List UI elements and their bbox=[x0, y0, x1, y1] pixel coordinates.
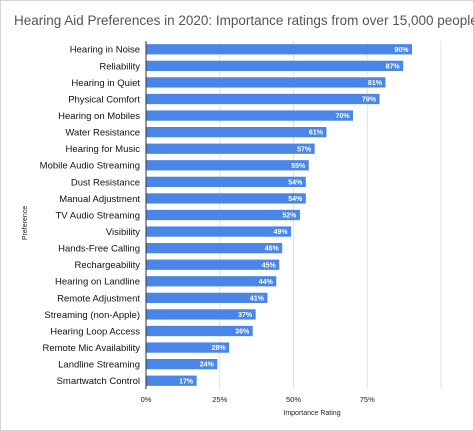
bar bbox=[146, 176, 306, 187]
data-label: 87% bbox=[386, 63, 401, 70]
bar bbox=[146, 110, 353, 121]
data-label: 79% bbox=[362, 97, 377, 104]
data-label: 55% bbox=[291, 163, 306, 170]
bar bbox=[146, 60, 404, 71]
bar bbox=[146, 127, 327, 138]
bar bbox=[146, 359, 218, 370]
bar bbox=[146, 292, 268, 303]
bar bbox=[146, 209, 300, 221]
chart-title: Hearing Aid Preferences in 2020: Importa… bbox=[14, 13, 474, 28]
x-tick-label: 25% bbox=[212, 395, 227, 404]
category-label: Dust Resistance bbox=[71, 177, 140, 188]
category-label: Physical Comfort bbox=[68, 94, 140, 105]
category-label: Smartwatch Control bbox=[57, 376, 140, 387]
data-label: 37% bbox=[238, 312, 253, 319]
data-label: 36% bbox=[235, 329, 250, 336]
category-label: TV Audio Streaming bbox=[56, 210, 141, 221]
category-label: Landline Streaming bbox=[58, 360, 140, 371]
category-label: Water Resistance bbox=[65, 128, 140, 139]
category-label: Hearing Loop Access bbox=[50, 326, 140, 337]
category-label: Hands-Free Calling bbox=[58, 244, 140, 255]
category-label: Hearing on Landline bbox=[55, 277, 140, 288]
data-label: 54% bbox=[288, 196, 303, 203]
bar bbox=[146, 143, 315, 154]
data-label: 81% bbox=[368, 80, 383, 87]
bar bbox=[146, 226, 292, 237]
bar bbox=[146, 276, 277, 287]
category-label: Manual Adjustment bbox=[59, 194, 140, 205]
category-label: Mobile Audio Streaming bbox=[40, 161, 140, 172]
data-label: 54% bbox=[288, 179, 303, 186]
bar bbox=[146, 77, 386, 88]
y-axis-label: Preference bbox=[22, 206, 29, 240]
data-label: 28% bbox=[212, 345, 227, 352]
bar bbox=[146, 325, 253, 337]
category-label: Remote Mic Availability bbox=[42, 343, 140, 354]
bar bbox=[146, 93, 380, 105]
bar bbox=[146, 309, 256, 320]
data-label: 61% bbox=[309, 130, 324, 137]
category-label: Hearing in Quiet bbox=[71, 78, 140, 89]
category-labels: Hearing in Noise Reliability Hearing in Qu… bbox=[40, 45, 141, 387]
category-label: Streaming (non-Apple) bbox=[44, 310, 140, 321]
bar bbox=[146, 375, 197, 386]
bar bbox=[146, 160, 309, 171]
x-axis-ticks: 0% 25% 50% 75% bbox=[141, 395, 376, 404]
data-label: 70% bbox=[335, 113, 350, 120]
bar bbox=[146, 193, 306, 204]
category-label: Rechargeability bbox=[75, 260, 141, 271]
x-tick-label: 0% bbox=[141, 395, 152, 404]
category-label: Remote Adjustment bbox=[57, 293, 140, 304]
x-tick-label: 75% bbox=[360, 395, 375, 404]
data-label: 57% bbox=[297, 146, 312, 153]
data-label: 44% bbox=[259, 279, 274, 286]
bars-group bbox=[146, 44, 412, 386]
value-labels: 90% 87% 81% 79% 70% 61% 57% 55% 54% 54% 52% 49% 46% 4… bbox=[179, 47, 409, 385]
data-label: 41% bbox=[250, 295, 265, 302]
category-label: Hearing in Noise bbox=[70, 45, 140, 56]
data-label: 52% bbox=[282, 213, 297, 220]
bar bbox=[146, 342, 230, 353]
category-label: Reliability bbox=[99, 61, 140, 72]
data-label: 24% bbox=[200, 362, 215, 369]
x-axis-label: Importance Rating bbox=[283, 410, 340, 417]
bar bbox=[146, 44, 412, 55]
data-label: 17% bbox=[179, 378, 194, 385]
data-label: 49% bbox=[274, 229, 289, 236]
bar bbox=[146, 259, 280, 270]
category-label: Hearing on Mobiles bbox=[58, 111, 140, 122]
x-tick-label: 50% bbox=[286, 395, 301, 404]
data-label: 90% bbox=[394, 47, 409, 54]
category-label: Visibility bbox=[106, 227, 140, 238]
bar bbox=[146, 243, 283, 254]
data-label: 46% bbox=[265, 246, 280, 253]
category-label: Hearing for Music bbox=[66, 144, 141, 155]
data-label: 45% bbox=[262, 262, 277, 269]
